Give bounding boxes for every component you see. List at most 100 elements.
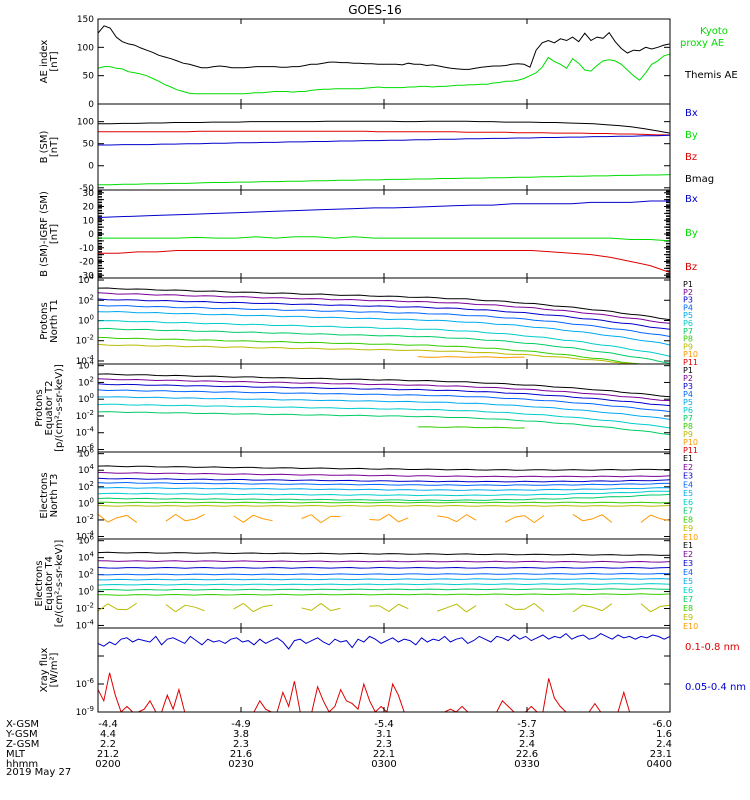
series-p7 <box>98 327 670 364</box>
channel-label-e1: E1 <box>683 454 693 463</box>
channel-label-e6: E6 <box>683 586 693 595</box>
ephem-value: 2.2 <box>100 739 116 750</box>
series-e10 <box>175 513 186 522</box>
series-p4 <box>98 389 670 413</box>
series-p8 <box>417 426 525 429</box>
series-e9 <box>582 604 593 608</box>
series-e10 <box>446 516 457 523</box>
ephem-value: 0200 <box>95 759 120 770</box>
series-e10 <box>650 514 661 520</box>
series-e10 <box>126 515 138 523</box>
y-tick-label: 50 <box>83 72 95 82</box>
series-p4 <box>98 304 670 337</box>
series-group <box>98 287 670 364</box>
series-e8 <box>98 593 670 596</box>
channel-label-p9: P9 <box>683 430 693 439</box>
channel-label-e2: E2 <box>683 550 693 559</box>
series-p3 <box>98 383 670 407</box>
series-e10 <box>301 514 312 519</box>
series-e1 <box>98 551 670 556</box>
ephem-value: 0400 <box>647 759 672 770</box>
y-tick-label: 10-2 <box>76 409 94 422</box>
series-e6 <box>98 490 670 497</box>
series-p9 <box>98 343 641 364</box>
y-axis-label: Electrons <box>39 472 50 518</box>
series-e10 <box>369 518 380 521</box>
ephem-value: 3.8 <box>233 729 249 740</box>
y-tick-label: 106 <box>78 534 94 547</box>
y-tick-label: -30 <box>79 271 94 281</box>
series-e9 <box>601 603 613 612</box>
y-axis-label: [p/(cm²-s-sr-keV)] <box>54 364 65 452</box>
y-axis-label: Protons <box>39 302 50 339</box>
series-e10 <box>117 514 128 519</box>
channel-label-e6: E6 <box>683 498 693 507</box>
y-axis-label: AE index <box>39 40 50 84</box>
ephem-value: -4.4 <box>98 719 118 730</box>
series-e6 <box>98 583 670 586</box>
series-e9 <box>524 603 535 610</box>
ephem-value: 0230 <box>228 759 253 770</box>
series-kyoto-proxy-ae <box>98 53 670 95</box>
panel-5: 10-6 10-4 10-2 100 102 104 Protons Equator T2 [p… <box>34 359 698 456</box>
series-e2 <box>98 471 670 478</box>
legend-label: 0.1-0.8 nm <box>685 642 740 653</box>
y-tick-label: 10 <box>83 216 95 226</box>
y-tick-label: 10-4 <box>76 618 95 631</box>
y-tick-label: 10-9 <box>76 705 94 718</box>
channel-label-e4: E4 <box>683 568 693 577</box>
channel-label-e1: E1 <box>683 541 693 550</box>
y-tick-label: 102 <box>78 293 94 306</box>
series-e10 <box>398 517 409 523</box>
series-e10 <box>310 514 322 523</box>
channel-label-p11: P11 <box>683 358 698 367</box>
legend-label: By <box>685 130 698 141</box>
series-e9 <box>175 604 186 613</box>
ephem-value: -6.0 <box>652 719 672 730</box>
series-p10 <box>417 356 525 359</box>
ephem-label: Z-GSM <box>6 739 39 750</box>
channel-label-e2: E2 <box>683 463 693 472</box>
series-e10 <box>243 514 254 523</box>
series-e10 <box>107 517 118 523</box>
series-group <box>98 25 670 95</box>
channel-label-p1: P1 <box>683 280 693 289</box>
series-e9 <box>233 602 244 610</box>
series-e10 <box>262 518 273 522</box>
y-tick-label: 50 <box>83 140 95 150</box>
series-bz <box>98 250 670 273</box>
channel-label-p10: P10 <box>683 438 698 447</box>
series-e3 <box>98 566 670 569</box>
y-tick-label: 100 <box>78 585 94 598</box>
y-tick-label: -50 <box>79 184 94 194</box>
series-e9 <box>388 603 399 612</box>
series-e2 <box>98 560 670 563</box>
series-p7 <box>98 411 670 436</box>
ephem-value: 0300 <box>371 759 396 770</box>
series-themis-ae <box>98 25 670 70</box>
series-bx <box>98 200 670 218</box>
series-e9 <box>107 603 118 610</box>
channel-label-p2: P2 <box>683 374 693 383</box>
y-axis-label: North T3 <box>49 474 60 518</box>
series-p6 <box>98 403 670 429</box>
series-e9 <box>466 605 477 613</box>
series-e9 <box>301 607 312 611</box>
channel-label-p5: P5 <box>683 311 693 320</box>
series-by <box>98 236 670 242</box>
channel-label-e8: E8 <box>683 604 693 613</box>
series-e9 <box>446 603 457 609</box>
ephemeris-table: X-GSM -4.4 -4.9 -5.4 -5.7 -6.0Y-GSM 4.4 3.8 3.1 2… <box>5 719 672 770</box>
y-axis-label: North T1 <box>49 299 60 343</box>
ephem-label: X-GSM <box>6 719 39 730</box>
y-axis-label: Electrons <box>34 560 45 606</box>
series-e9 <box>185 604 196 608</box>
plot-title: GOES-16 <box>348 3 402 17</box>
series-group <box>98 120 670 186</box>
series-e5 <box>98 578 670 581</box>
series-e9 <box>252 606 264 613</box>
y-tick-label: 30 <box>83 189 95 199</box>
series-e9 <box>310 603 322 611</box>
y-tick-label: 100 <box>78 392 94 405</box>
